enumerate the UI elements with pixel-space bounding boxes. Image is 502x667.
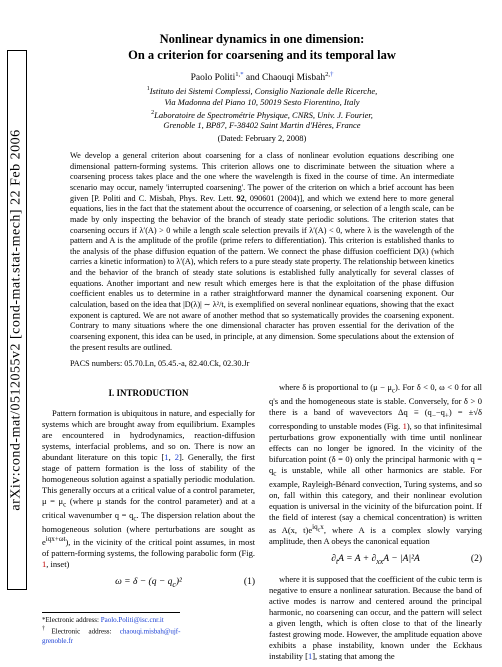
title-line-2: On a criterion for coarsening and its te… xyxy=(42,48,482,64)
footnote-2: †Electronic address: chaouqi.misbah@ujf-… xyxy=(42,626,180,646)
footnotes: *Electronic address: Paolo.Politi@isc.cn… xyxy=(42,612,180,646)
dated: (Dated: February 2, 2008) xyxy=(42,133,482,143)
equation-2: ∂tA = A + ∂xxA − |A|²A (2) xyxy=(269,553,482,567)
abstract: We develop a general criterion about coa… xyxy=(42,151,482,353)
left-column: I. INTRODUCTION Pattern formation is ubi… xyxy=(42,382,255,667)
title-line-1: Nonlinear dynamics in one dimension: xyxy=(42,32,482,48)
paper-title: Nonlinear dynamics in one dimension: On … xyxy=(42,32,482,63)
equation-1-number: (1) xyxy=(244,576,255,588)
equation-1: ω = δ − (q − qc)² (1) xyxy=(42,576,255,590)
arxiv-id: arXiv:cond-mat/0512055v2 [cond-mat.stat-… xyxy=(9,129,25,510)
authors: Paolo Politi1,* and Chaouqi Misbah2,† xyxy=(42,71,482,83)
equation-2-body: ∂tA = A + ∂xxA − |A|²A xyxy=(331,554,420,564)
footnote-1: *Electronic address: Paolo.Politi@isc.cn… xyxy=(42,616,180,625)
two-column-body: I. INTRODUCTION Pattern formation is ubi… xyxy=(42,382,482,667)
intro-paragraph-1: Pattern formation is ubiquitous in natur… xyxy=(42,408,255,570)
paper-page: Nonlinear dynamics in one dimension: On … xyxy=(42,32,482,667)
affiliation-2: 2Laboratoire de Spectrométrie Physique, … xyxy=(42,110,482,131)
right-paragraph-1: where δ is proportional to (μ − μc). For… xyxy=(269,382,482,547)
right-column: where δ is proportional to (μ − μc). For… xyxy=(269,382,482,667)
equation-2-number: (2) xyxy=(471,553,482,565)
arxiv-sidebar: arXiv:cond-mat/0512055v2 [cond-mat.stat-… xyxy=(7,50,27,590)
affiliation-1: 1Istituto dei Sistemi Complessi, Consigl… xyxy=(42,86,482,107)
equation-1-body: ω = δ − (q − qc)² xyxy=(115,577,182,587)
section-heading: I. INTRODUCTION xyxy=(42,388,255,400)
pacs-numbers: PACS numbers: 05.70.Ln, 05.45.-a, 82.40.… xyxy=(42,359,482,368)
